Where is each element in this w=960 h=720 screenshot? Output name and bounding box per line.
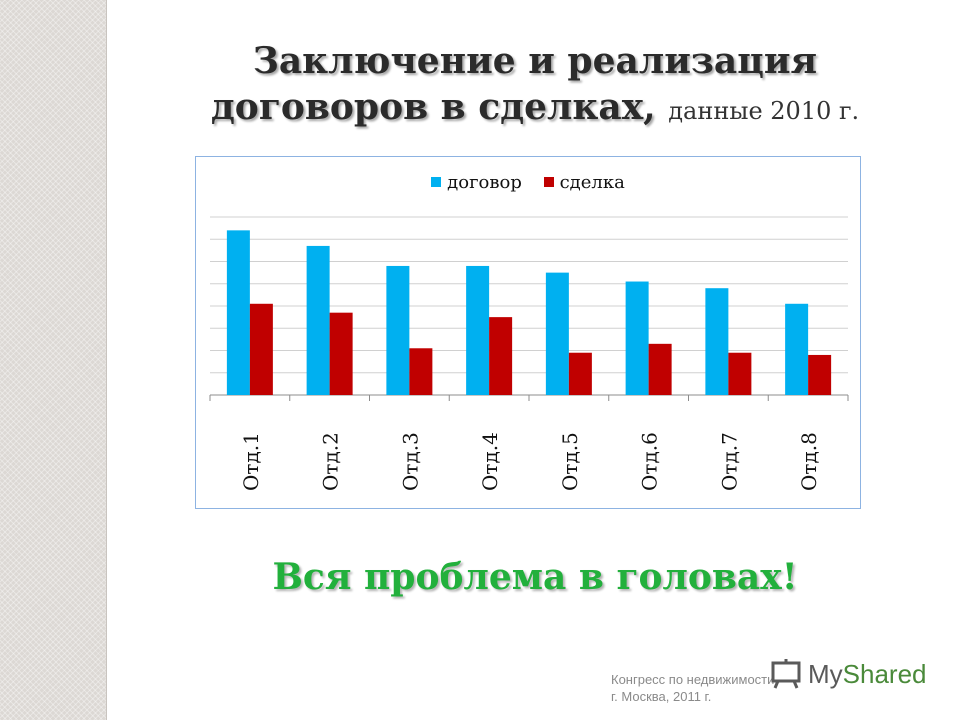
- presentation-board-icon: [771, 659, 801, 689]
- legend-swatch-series-1: [431, 177, 442, 187]
- bar-series-1: [545, 272, 569, 395]
- bar-series-2: [409, 348, 433, 395]
- x-tick-label: Отд.6: [638, 432, 662, 491]
- title-line-2-text: договоров в сделках,: [210, 86, 656, 128]
- bar-series-2: [489, 317, 513, 395]
- tagline: Вся проблема в головах!: [272, 556, 798, 598]
- chart-container: Отд.1 Отд.2 Отд.3 Отд.4 Отд.5 Отд.6 Отд.7 Отд.8: [195, 156, 861, 509]
- bar-series-1: [226, 230, 250, 395]
- bar-series-1: [705, 288, 729, 395]
- x-tick-label: Отд.7: [717, 432, 741, 491]
- bar-series-1: [386, 265, 410, 395]
- x-tick-label: Отд.3: [398, 432, 422, 491]
- footer-line-2: г. Москва, 2011 г.: [611, 689, 712, 704]
- bar-series-1: [466, 265, 490, 395]
- legend-label-series-2: сделка: [559, 172, 625, 193]
- bar-series-2: [249, 303, 273, 395]
- myshared-watermark: My Shared: [770, 657, 927, 691]
- title-subtitle: данные 2010 г.: [668, 97, 860, 125]
- x-tick-label: Отд.2: [319, 432, 343, 491]
- bar-series-2: [648, 343, 672, 395]
- watermark-text-shared: Shared: [842, 658, 927, 689]
- title-line-1: Заключение и реализация: [252, 40, 818, 82]
- x-tick-label: Отд.8: [797, 432, 821, 491]
- bar-series-2: [568, 352, 592, 395]
- legend-item-series-2: сделка: [543, 172, 625, 193]
- legend-item-series-1: договор: [431, 172, 522, 193]
- bar-series-2: [808, 354, 832, 395]
- footer-line-1: Конгресс по недвижимости,: [611, 672, 779, 687]
- title-line-2: договоров в сделках, данные 2010 г.: [110, 84, 960, 134]
- bar-series-2: [329, 312, 353, 395]
- chart-legend: договор сделка: [195, 172, 861, 193]
- bar-chart: Отд.1 Отд.2 Отд.3 Отд.4 Отд.5 Отд.6 Отд.7 Отд.8: [209, 216, 849, 491]
- slide-title: Заключение и реализация договоров в сдел…: [110, 38, 960, 134]
- footer-caption: Конгресс по недвижимости, г. Москва, 201…: [611, 671, 851, 705]
- x-tick-label: Отд.5: [558, 432, 582, 491]
- bar-series-2: [728, 352, 752, 395]
- x-tick-label: Отд.1: [239, 432, 263, 491]
- bar-series-1: [306, 245, 330, 395]
- watermark-text-my: My: [808, 658, 843, 689]
- legend-swatch-series-2: [543, 177, 554, 187]
- decorative-side-strip: [0, 0, 107, 720]
- bar-series-1: [625, 281, 649, 395]
- bar-series-1: [785, 303, 809, 395]
- legend-label-series-1: договор: [447, 172, 522, 193]
- x-tick-label: Отд.4: [478, 432, 502, 491]
